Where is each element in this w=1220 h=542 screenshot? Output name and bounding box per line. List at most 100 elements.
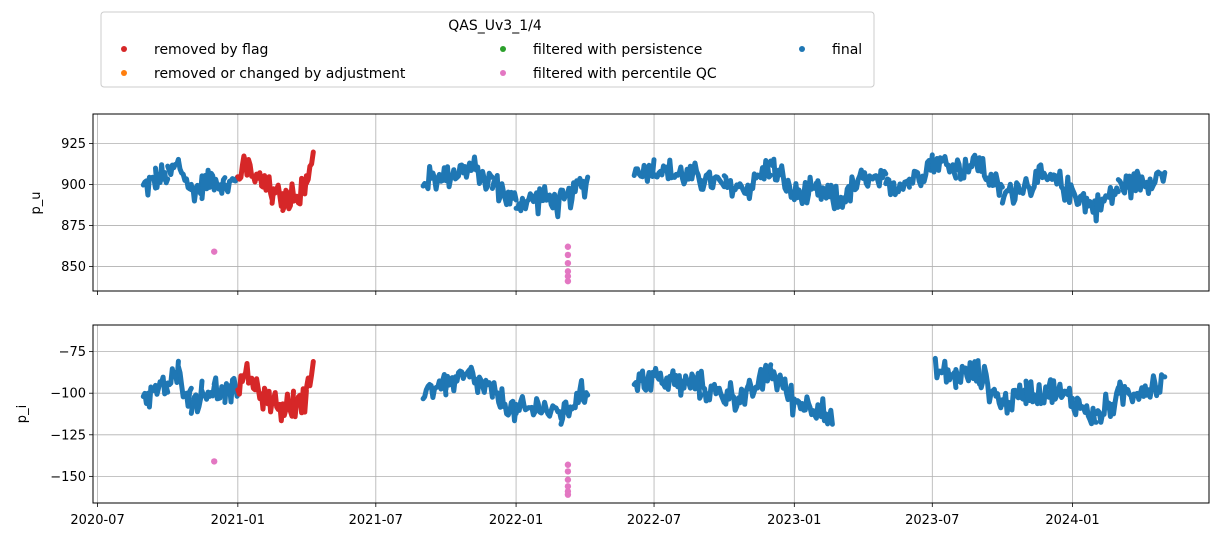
series-filtered-with-percentile-QC	[211, 458, 572, 498]
data-trace	[269, 390, 286, 424]
data-trace	[1023, 162, 1052, 199]
data-trace	[537, 399, 564, 422]
x-tick-label: 2022-07	[627, 513, 681, 528]
series-removed-by-flag	[235, 359, 316, 424]
panel-p-u-xticks	[97, 291, 1073, 295]
y-tick-label: −100	[50, 387, 86, 402]
data-trace	[513, 186, 543, 217]
series-final	[140, 355, 1168, 427]
data-trace	[675, 370, 704, 401]
data-trace	[745, 158, 774, 202]
data-point	[211, 248, 218, 255]
panel-p-i-ylabel: p_i	[15, 405, 30, 423]
data-trace	[513, 394, 543, 418]
data-trace	[558, 174, 591, 211]
data-point	[564, 468, 572, 475]
legend-marker-removed-by-flag	[121, 46, 127, 52]
data-trace	[999, 176, 1029, 206]
legend: QAS_Uv3_1/4 removed by flag removed or c…	[100, 11, 875, 88]
data-point	[564, 273, 572, 280]
data-trace	[651, 157, 681, 182]
data-trace	[558, 378, 591, 427]
data-trace	[906, 152, 935, 189]
panel-p-u-frame	[92, 113, 1210, 292]
data-trace	[721, 380, 751, 413]
data-trace	[140, 174, 158, 198]
data-point	[564, 243, 572, 250]
x-tick-label: 2023-01	[767, 513, 821, 528]
panel-p-i-grid	[93, 325, 1209, 503]
data-trace	[791, 174, 821, 206]
data-point	[564, 483, 572, 490]
data-trace	[999, 382, 1029, 416]
legend-frame	[100, 11, 875, 88]
legend-entry-filtered-persistence: filtered with persistence	[500, 42, 702, 58]
panel-p-u-data	[140, 149, 1168, 285]
data-trace	[929, 154, 959, 181]
data-trace	[291, 386, 309, 420]
y-tick-label: −75	[59, 345, 86, 360]
data-trace	[1046, 168, 1075, 205]
data-trace	[768, 156, 797, 200]
data-trace	[280, 388, 296, 419]
legend-label-filtered-persistence: filtered with persistence	[533, 42, 702, 58]
data-point	[564, 251, 572, 259]
x-tick-label: 2021-07	[349, 513, 403, 528]
series-removed-by-flag	[235, 149, 316, 213]
data-trace	[489, 173, 519, 208]
data-point	[564, 476, 572, 483]
data-trace	[1115, 379, 1145, 407]
panel-p-u-grid	[93, 114, 1209, 291]
data-point	[211, 458, 218, 465]
data-trace	[745, 362, 774, 399]
data-trace	[836, 167, 866, 210]
data-trace	[1139, 169, 1168, 196]
data-trace	[815, 178, 842, 212]
data-trace	[467, 364, 495, 400]
data-trace	[977, 155, 1005, 198]
data-point	[564, 268, 572, 275]
data-trace	[153, 162, 171, 190]
panel-p-i-data	[140, 355, 1168, 498]
y-tick-label: 900	[61, 178, 86, 193]
panel-p-i-frame	[92, 324, 1210, 504]
data-point	[564, 277, 572, 285]
data-trace	[791, 394, 821, 421]
legend-marker-filtered-persistence	[500, 46, 506, 52]
data-trace	[153, 374, 171, 397]
x-tick-label: 2021-01	[211, 513, 265, 528]
y-tick-label: 850	[61, 260, 86, 275]
legend-entry-filtered-percentile: filtered with percentile QC	[500, 66, 717, 82]
data-trace	[1046, 377, 1075, 409]
data-trace	[651, 365, 681, 392]
data-trace	[259, 385, 275, 415]
x-tick-label: 2020-07	[70, 513, 124, 528]
panel-p-i-yticks: −150 −125 −100 −75	[50, 345, 93, 485]
legend-entry-removed-by-flag: removed by flag	[121, 42, 268, 58]
x-tick-label: 2022-01	[489, 513, 543, 528]
data-trace	[953, 358, 982, 387]
legend-title: QAS_Uv3_1/4	[448, 18, 542, 34]
data-point	[564, 491, 572, 498]
data-trace	[1115, 168, 1145, 201]
data-trace	[259, 173, 275, 202]
data-trace	[1139, 372, 1168, 400]
data-trace	[188, 378, 205, 416]
legend-marker-removed-or-changed	[121, 70, 127, 76]
data-trace	[1070, 395, 1099, 427]
data-trace	[883, 176, 912, 198]
data-trace	[235, 361, 251, 397]
data-trace	[175, 157, 194, 192]
series-final	[140, 152, 1168, 224]
data-trace	[1093, 185, 1121, 224]
data-trace	[768, 366, 797, 418]
data-trace	[199, 167, 217, 202]
data-trace	[675, 160, 704, 192]
data-trace	[303, 359, 316, 391]
data-trace	[175, 364, 194, 409]
legend-marker-filtered-percentile	[500, 70, 506, 76]
data-trace	[222, 375, 240, 405]
data-trace	[631, 157, 657, 184]
data-trace	[631, 368, 657, 393]
